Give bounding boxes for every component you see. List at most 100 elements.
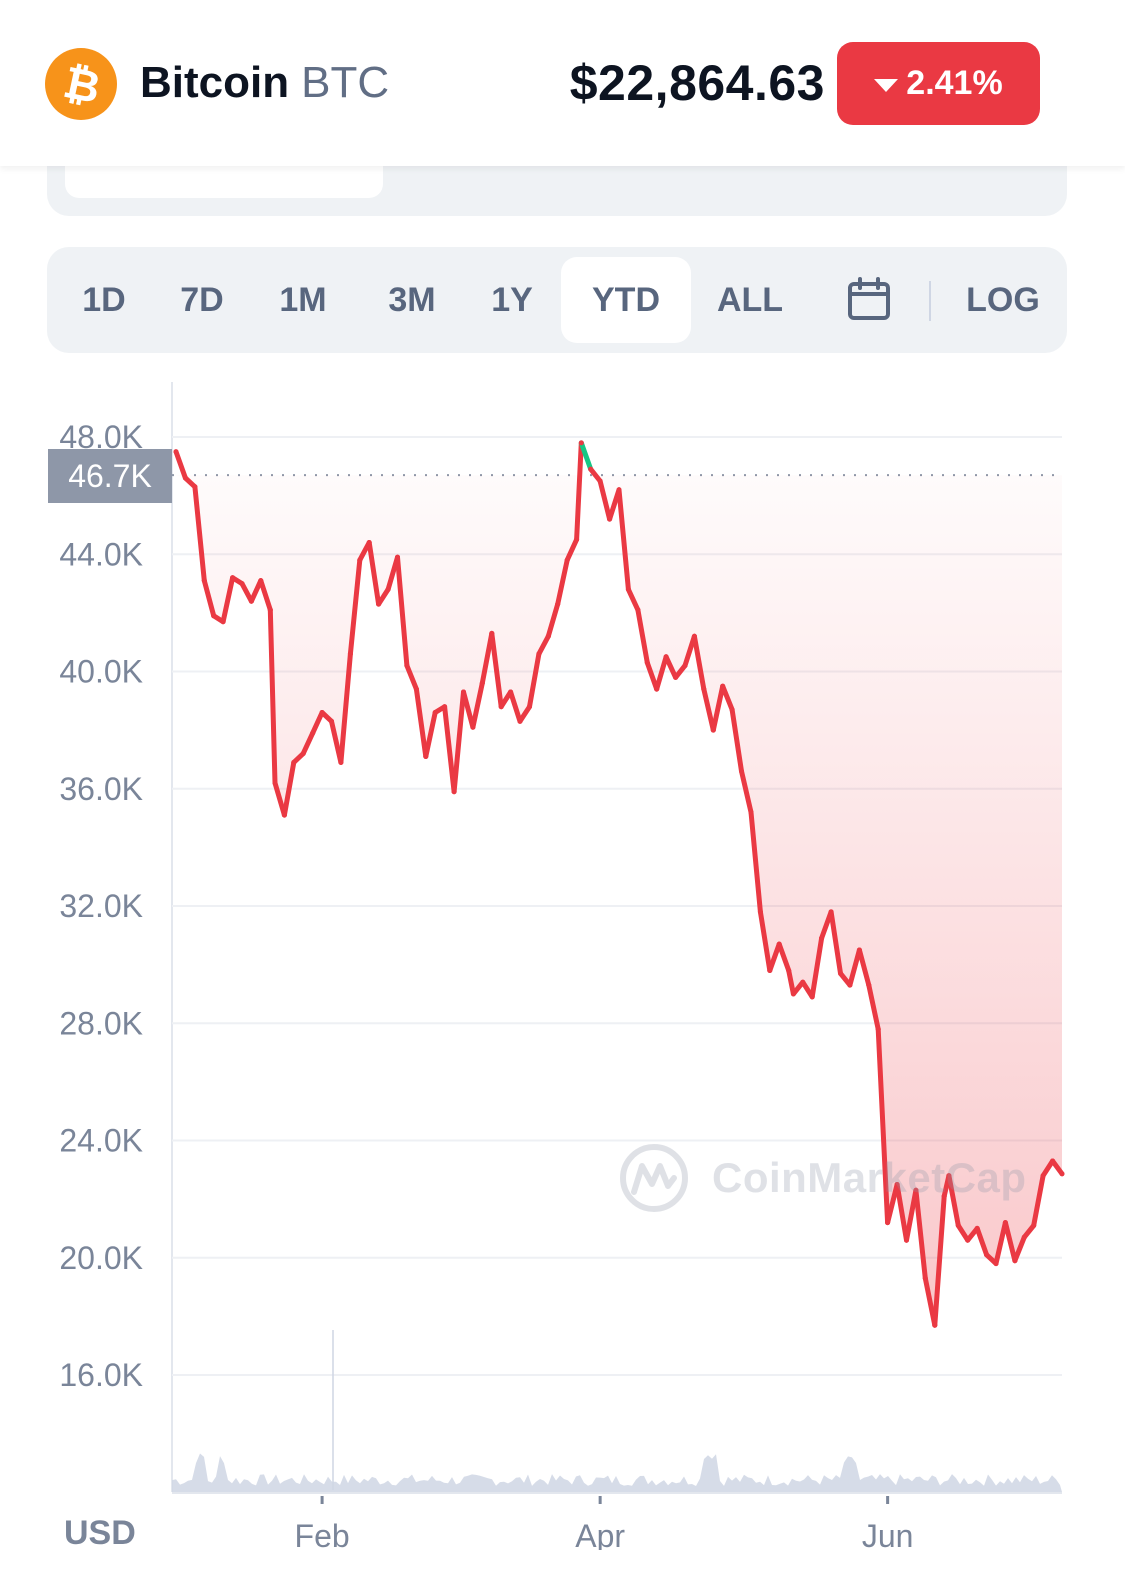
price-segment (597, 478, 613, 522)
range-1y-button[interactable]: 1Y (491, 280, 533, 319)
price-segment (376, 586, 391, 607)
price-point (442, 704, 448, 710)
log-scale-toggle[interactable]: LOG (966, 280, 1040, 319)
price-point (790, 991, 796, 997)
price-point (913, 1187, 919, 1193)
price-segment (974, 1225, 990, 1258)
y-tick-label: 40.0K (59, 654, 143, 690)
price-segment (1050, 1158, 1065, 1177)
price-point (767, 968, 773, 973)
price-point (281, 812, 287, 818)
bitcoin-glyph: ₿ (59, 56, 105, 114)
price-segment (267, 607, 278, 786)
price-segment (644, 660, 660, 692)
price-segment (673, 663, 688, 680)
price-point (366, 540, 372, 545)
price-segment (776, 941, 792, 973)
range-3m-button[interactable]: 3M (388, 280, 436, 319)
coin-symbol: BTC (301, 58, 390, 107)
price-point (597, 478, 603, 484)
price-point (701, 686, 707, 692)
x-axis: Feb Apr Jun (172, 1492, 1062, 1550)
price-point (329, 718, 334, 724)
price-segment (828, 909, 843, 976)
price-segment (451, 689, 466, 795)
price-segment (300, 730, 316, 757)
current-price: $22,864.63 (569, 55, 825, 111)
price-segment (720, 683, 735, 713)
price-segment (258, 578, 273, 613)
range-1d-button[interactable]: 1D (82, 280, 126, 319)
range-1m-button[interactable]: 1M (279, 280, 327, 319)
price-point (220, 619, 226, 625)
calendar-icon[interactable] (847, 277, 891, 321)
price-segment (663, 654, 679, 680)
price-point (739, 768, 744, 774)
volume-area (172, 1453, 1062, 1492)
bitcoin-logo-icon: ₿ (45, 48, 117, 120)
price-point (776, 941, 782, 947)
price-segment (489, 630, 504, 710)
currency-label: USD (64, 1514, 136, 1552)
range-ytd-button[interactable]: YTD (561, 257, 691, 343)
price-point (432, 710, 438, 715)
price-point (663, 654, 669, 660)
price-point (258, 578, 264, 584)
price-point (1031, 1223, 1037, 1228)
price-segment (894, 1182, 909, 1243)
price-segment (366, 540, 382, 607)
price-segment (470, 680, 485, 730)
range-7d-button[interactable]: 7D (180, 280, 224, 319)
price-point (347, 651, 353, 657)
price-point (319, 710, 325, 715)
price-point (757, 909, 763, 915)
price-point (404, 663, 410, 669)
price-point (932, 1322, 938, 1328)
price-segment (635, 607, 650, 666)
price-segment (809, 935, 825, 1000)
price-segment (856, 947, 872, 988)
price-point (616, 487, 622, 493)
price-point (866, 982, 872, 988)
price-point (946, 1173, 952, 1179)
price-point (828, 909, 834, 915)
price-point (748, 809, 754, 815)
price-point (894, 1182, 900, 1187)
price-point (385, 586, 391, 592)
price-point (965, 1237, 971, 1243)
price-point (800, 979, 806, 985)
price-line (173, 440, 1065, 1328)
price-segment (710, 683, 726, 733)
price-point (1012, 1258, 1018, 1264)
price-point (654, 686, 660, 692)
x-tick-label: Jun (862, 1518, 914, 1550)
price-segment (993, 1220, 1008, 1267)
range-all-button[interactable]: ALL (716, 280, 784, 319)
price-point (239, 581, 245, 587)
coin-header: ₿ Bitcoin BTC $22,864.63 2.41% (0, 0, 1125, 166)
price-segment (461, 689, 476, 730)
price-segment (395, 554, 410, 669)
price-point (267, 607, 273, 613)
price-segment (1031, 1173, 1046, 1228)
price-point (993, 1261, 999, 1267)
price-point (248, 598, 254, 604)
price-point (729, 707, 735, 713)
price-point (885, 1220, 891, 1226)
price-segment (847, 947, 862, 988)
price-point (489, 630, 495, 636)
price-segment (479, 630, 495, 686)
price-point (291, 759, 297, 765)
y-tick-label: 20.0K (59, 1240, 143, 1276)
range-divider (929, 281, 931, 321)
price-point (479, 680, 485, 686)
coin-name: Bitcoin (140, 58, 290, 107)
time-range-selector: 1D 7D 1M 3M 1Y YTD ALL LOG (47, 247, 1067, 353)
price-point (904, 1237, 909, 1243)
price-point (470, 724, 476, 730)
price-change-badge: 2.41% (837, 42, 1040, 125)
price-segment (239, 581, 254, 604)
price-point (272, 780, 278, 786)
price-chart[interactable]: 48.0K44.0K40.0K36.0K32.0K28.0K24.0K20.0K… (0, 370, 1125, 1550)
price-point (498, 704, 504, 710)
